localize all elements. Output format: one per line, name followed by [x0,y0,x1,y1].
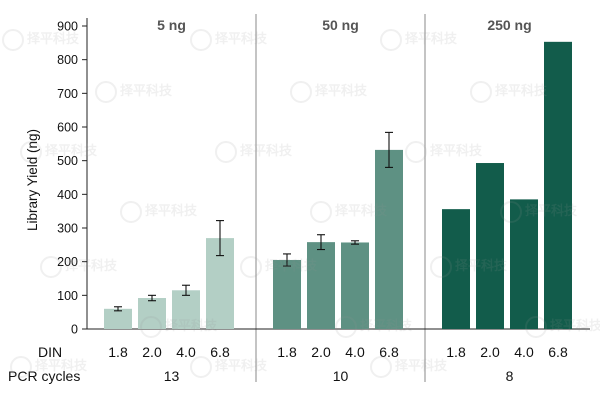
din-category-label: 6.8 [548,344,568,360]
din-category-label: 4.0 [514,344,534,360]
y-tick-label: 100 [57,289,78,303]
din-category-label: 6.8 [379,344,399,360]
din-category-label: 4.0 [176,344,196,360]
bar [375,149,403,329]
din-category-label: 1.8 [446,344,466,360]
bar [104,308,132,329]
pcr-cycles-row-label: PCR cycles [8,368,80,384]
category-labels: 5 ng 13 1.8 2.0 4.0 6.8 50 ng 10 1.8 2.0 4.0 6.8 250… [108,17,568,384]
y-axis: 0 100 200 300 400 500 600 700 800 900 [57,18,590,337]
bars [104,41,572,329]
bar [341,242,369,329]
pcr-cycles-value: 8 [506,368,514,384]
pcr-cycles-value: 13 [164,368,180,384]
din-category-label: 6.8 [210,344,230,360]
din-row-label: DIN [38,344,62,360]
din-category-label: 2.0 [142,344,162,360]
y-tick-label: 0 [71,323,78,337]
bar [476,163,504,329]
panel-dividers [255,14,426,382]
panel-title: 5 ng [157,17,186,33]
y-tick-label: 700 [57,87,78,101]
y-tick-label: 600 [57,121,78,135]
bar [510,199,538,329]
bar [138,298,166,329]
y-tick-label: 500 [57,154,78,168]
y-tick-label: 400 [57,188,78,202]
bar [442,209,470,329]
bar [307,242,335,329]
bar [172,290,200,329]
y-axis-title: Library Yield (ng) [25,129,40,231]
y-tick-label: 900 [57,20,78,34]
pcr-cycles-value: 10 [333,368,349,384]
din-category-label: 4.0 [345,344,365,360]
y-tick-label: 200 [57,255,78,269]
bar [544,41,572,329]
panel-title: 50 ng [322,17,359,33]
bar [273,259,301,329]
din-category-label: 2.0 [480,344,500,360]
y-tick-label: 300 [57,222,78,236]
panel-title: 250 ng [487,17,531,33]
din-category-label: 1.8 [108,344,128,360]
din-category-label: 2.0 [311,344,331,360]
din-category-label: 1.8 [277,344,297,360]
y-tick-label: 800 [57,53,78,67]
